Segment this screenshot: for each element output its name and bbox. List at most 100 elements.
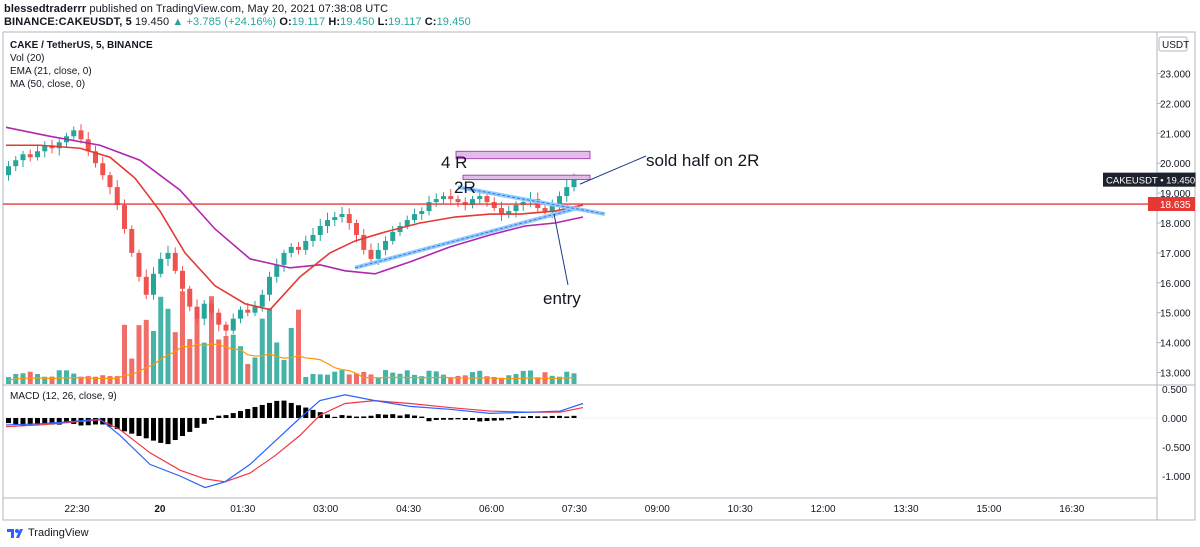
time-tick-label: 06:00 [479,504,504,515]
macd-histogram-bar [296,405,301,418]
macd-histogram-bar [223,415,229,418]
candle-body [56,142,62,149]
candle-body [491,202,497,209]
price-tick-label: 23.000 [1160,70,1191,81]
macd-histogram-bar [433,418,439,420]
legend-vol[interactable]: Vol (20) [10,53,45,64]
macd-histogram-bar [216,415,222,418]
volume-bar [172,332,178,384]
price-tick-label: 16.000 [1160,279,1191,290]
candle-body [42,145,48,152]
volume-bar [339,370,345,384]
candle-body [151,273,156,295]
volume-bar [267,308,272,384]
volume-bar [78,376,84,384]
time-tick-label: 13:30 [893,504,918,515]
time-tick-label: 07:30 [562,504,587,515]
legend-ma[interactable]: MA (50, close, 0) [10,79,86,90]
candle-body [441,196,446,200]
open-label: O: [279,16,292,28]
volume-bar [209,296,214,384]
volume-bar [223,335,229,384]
close-label: C: [424,16,437,28]
macd-histogram-bar [245,409,251,418]
macd-histogram-bar [238,411,243,418]
four-r-annotation: 4 R [441,153,467,172]
candle-body [310,234,316,241]
macd-histogram-bar [368,415,374,418]
sold-pointer-line [579,155,647,185]
candle-body [317,225,323,235]
legend-macd[interactable]: MACD (12, 26, close, 9) [10,391,117,402]
legend-ema[interactable]: EMA (21, close, 0) [10,66,92,77]
macd-histogram-bar [412,415,417,418]
candle-body [71,130,77,137]
candle-body [361,234,367,250]
candle-body [426,202,432,212]
volume-bar [528,370,533,384]
volume-bar [354,373,359,384]
volume-bar [216,339,222,384]
ma-50-line [5,126,584,275]
macd-histogram-bar [107,418,113,427]
macd-tick-label: -0.500 [1162,443,1191,454]
candle-body [252,306,258,313]
candle-body [201,303,207,319]
currency-button-label: USDT [1162,40,1189,51]
symbol-label: BINANCE:CAKEUSDT, 5 [4,16,132,28]
candle-body [165,252,171,259]
time-tick-label: 09:00 [645,504,670,515]
volume-bar [259,318,265,384]
last-price: 19.450 [134,16,170,28]
price-tick-label: 22.000 [1160,99,1191,110]
volume-bar [64,370,69,384]
price-tick-label: 20.000 [1160,159,1191,170]
symbol-line: BINANCE:CAKEUSDT, 5 19.450 ▲ +3.785 (+24… [4,16,471,28]
candle-body [187,288,193,307]
macd-histogram-bar [520,416,526,418]
open-value: 19.117 [291,16,326,28]
candle-body [513,205,519,212]
volume-bar [557,376,562,384]
candle-body [114,187,120,206]
volume-bar [484,376,490,384]
volume-bar [346,374,352,384]
candle-body [404,220,410,226]
volume-bar [303,377,309,384]
symbol-price-tag-bg [1103,172,1195,187]
price-tick-label: 18.000 [1160,219,1191,230]
macd-histogram-bar [20,418,26,426]
publisher-name[interactable]: blessedtraderrr [4,3,87,15]
macd-histogram-bar [390,414,396,418]
volume-bar [180,291,185,384]
macd-histogram-bar [549,415,555,418]
volume-bar [310,374,316,384]
macd-tick-label: 0.000 [1162,414,1187,425]
volume-bar [49,376,55,384]
candle-body [346,214,352,223]
candle-body [180,270,185,289]
entry-pointer-line [553,213,569,286]
candle-body [470,199,475,206]
candle-body [13,160,19,167]
candle-body [85,139,91,152]
candle-body [571,179,577,188]
candle-body [303,240,309,250]
price-tick-label: 21.000 [1160,129,1191,140]
legend-title: CAKE / TetherUS, 5, BINANCE [10,40,153,51]
volume-bar [520,370,526,384]
candle-body [107,175,113,188]
price-tick-label: 15.000 [1160,309,1191,320]
two-r-annotation: 2R [454,178,476,197]
candle-body [455,199,461,203]
macd-histogram-bar [513,416,519,418]
candle-body [506,211,512,215]
footer-logo[interactable]: TradingView [6,527,89,539]
macd-histogram-bar [85,418,91,426]
volume-bar [42,376,48,384]
macd-histogram [6,400,577,445]
volume-bar [441,374,446,384]
candle-body [390,231,396,241]
candle-body [419,211,425,215]
